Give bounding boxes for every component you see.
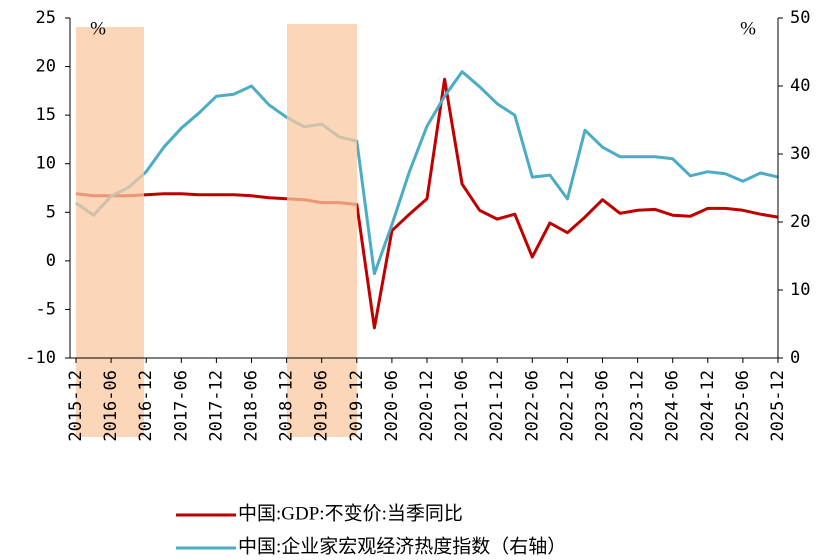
y-tick-label: 5 — [46, 202, 56, 222]
x-tick-label: 2024-06 — [663, 370, 683, 442]
x-tick-label: 2017-12 — [206, 370, 226, 442]
x-tick-label: 2025-06 — [733, 370, 753, 442]
y-tick-label: -10 — [25, 348, 56, 368]
series-line — [75, 77, 779, 330]
x-tick-label: 2021-06 — [452, 370, 472, 442]
x-tick-label: 2018-12 — [277, 370, 297, 442]
y2-tick-label: 0 — [790, 348, 800, 368]
x-tick-label: 2017-06 — [171, 370, 191, 442]
y2-tick-label: 30 — [790, 144, 810, 164]
x-tick-label: 2024-12 — [698, 370, 718, 442]
x-tick-label: 2019-06 — [312, 370, 332, 442]
x-tick-label: 2023-12 — [628, 370, 648, 442]
y-unit: % — [90, 18, 106, 39]
legend-label: 中国:GDP:不变价:当季同比 — [238, 502, 463, 524]
shaded-period — [287, 24, 357, 437]
y2-tick-label: 20 — [790, 212, 810, 232]
y-tick-label: 20 — [36, 57, 56, 77]
x-tick-label: 2019-12 — [347, 370, 367, 442]
x-tick-label: 2021-12 — [487, 370, 507, 442]
x-tick-label: 2023-06 — [593, 370, 613, 442]
series-line — [75, 70, 779, 276]
y-tick-label: 15 — [36, 105, 56, 125]
x-tick-label: 2025-12 — [768, 370, 788, 442]
plot-area — [75, 70, 779, 330]
x-tick-label: 2020-06 — [382, 370, 402, 442]
y2-unit: % — [740, 18, 756, 39]
x-tick-label: 2016-06 — [101, 370, 121, 442]
y2-tick-label: 10 — [790, 280, 810, 300]
y-tick-label: 0 — [46, 251, 56, 271]
legend-label: 中国:企业家宏观经济热度指数（右轴） — [238, 535, 566, 557]
y-tick-label: 25 — [36, 8, 56, 28]
y-tick-label: 10 — [36, 154, 56, 174]
y2-tick-label: 40 — [790, 76, 810, 96]
x-tick-label: 2022-06 — [522, 370, 542, 442]
x-tick-label: 2022-12 — [557, 370, 577, 442]
shaded-period — [76, 27, 144, 437]
y-tick-label: -5 — [36, 299, 56, 319]
x-tick-label: 2018-06 — [242, 370, 262, 442]
axes: -10 -5 0 5 10 15 20 25 0 10 20 30 40 50 2015-12 2016-06… — [25, 8, 810, 442]
x-tick-label: 2016-12 — [136, 370, 156, 442]
x-tick-label: 2015-12 — [66, 370, 86, 442]
x-tick-label: 2020-12 — [417, 370, 437, 442]
y2-tick-label: 50 — [790, 8, 810, 28]
